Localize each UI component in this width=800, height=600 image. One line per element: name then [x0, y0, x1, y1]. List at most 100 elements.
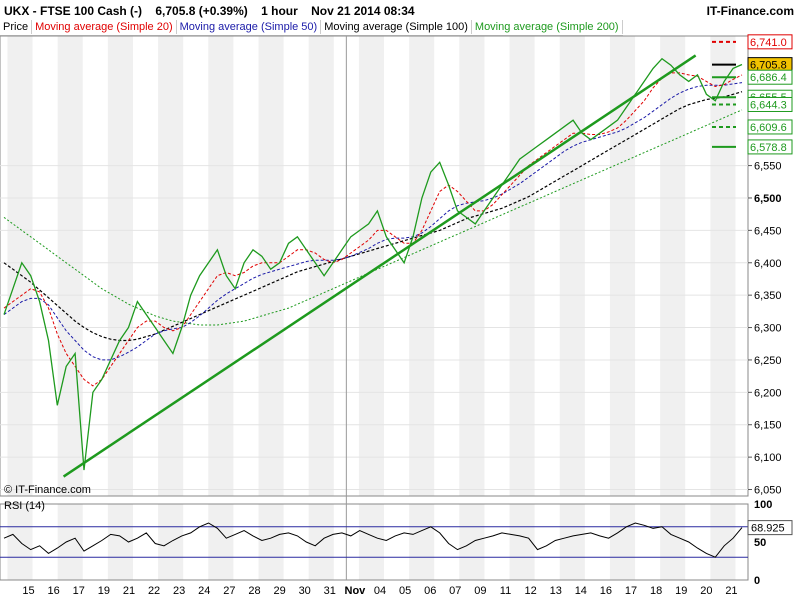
rsi-current-label: 68.925: [751, 523, 785, 535]
day-band: [158, 36, 184, 496]
rsi-tick-label: 0: [754, 575, 760, 587]
series-line-1: [3, 72, 743, 387]
y-tick-label: 6,150: [754, 420, 782, 432]
price-tag-box: [747, 96, 793, 112]
price-tag-label: 6,578.8: [750, 142, 787, 154]
rsi-tick-label: 50: [754, 537, 766, 549]
title-bar: UKX - FTSE 100 Cash (-) 6,705.8 (+0.39%)…: [0, 0, 800, 20]
x-tick-label: 09: [474, 585, 486, 597]
price-tag-label: 6,686.4: [750, 72, 787, 84]
day-band: [308, 36, 334, 496]
rsi-tick-label: 100: [754, 499, 772, 511]
legend-item-sma20[interactable]: Moving average (Simple 20): [32, 20, 177, 34]
x-tick-label: 04: [374, 585, 386, 597]
legend-item-price[interactable]: Price: [0, 20, 33, 34]
rsi-current-box: [747, 520, 793, 536]
price-tag-label: 6,644.3: [750, 99, 787, 111]
y-tick-label: 6,550: [754, 161, 782, 173]
price-tag-box: [747, 119, 793, 135]
datetime-label: Nov 21 2014 08:34: [311, 4, 415, 18]
x-tick-label: 05: [399, 585, 411, 597]
x-tick-label: 12: [524, 585, 536, 597]
day-band: [57, 504, 83, 580]
series-line-0: [3, 57, 743, 471]
day-band: [107, 36, 133, 496]
price-tag-label: 6,741.0: [750, 37, 787, 49]
day-band: [258, 504, 284, 580]
price-pane-frame: [0, 35, 749, 497]
y-tick-label: 6,300: [754, 323, 782, 335]
day-band: [409, 36, 435, 496]
x-tick-label: 17: [625, 585, 637, 597]
x-tick-label: 16: [48, 585, 60, 597]
x-tick-label: Nov: [345, 585, 367, 597]
day-band: [57, 36, 83, 496]
x-tick-label: 19: [675, 585, 687, 597]
day-band: [509, 36, 535, 496]
day-band: [409, 504, 435, 580]
price-tag-box: [747, 139, 793, 155]
y-tick-label: 6,250: [754, 355, 782, 367]
legend-item-sma200[interactable]: Moving average (Simple 200): [472, 20, 623, 34]
y-tick-label: 6,400: [754, 258, 782, 270]
day-band: [609, 504, 636, 580]
y-tick-label: 6,450: [754, 225, 782, 237]
x-tick-label: 11: [500, 585, 511, 597]
legend-item-sma50[interactable]: Moving average (Simple 50): [177, 20, 322, 34]
x-tick-label: 22: [148, 585, 160, 597]
y-tick-label: 6,100: [754, 452, 782, 464]
day-band: [710, 504, 736, 580]
y-tick-label: 6,050: [754, 485, 782, 497]
day-band: [509, 504, 535, 580]
price-tag-box: [747, 69, 793, 85]
day-band: [559, 36, 585, 496]
x-tick-label: 14: [575, 585, 587, 597]
x-tick-label: 13: [550, 585, 562, 597]
y-tick-label: 6,350: [754, 290, 782, 302]
x-tick-label: 15: [22, 585, 34, 597]
day-band: [208, 36, 234, 496]
day-band: [358, 504, 384, 580]
day-band: [710, 36, 736, 496]
x-tick-label: 18: [650, 585, 662, 597]
day-band: [208, 504, 234, 580]
x-tick-label: 27: [223, 585, 235, 597]
rsi-label: RSI (14): [4, 500, 45, 512]
day-band: [660, 504, 686, 580]
price-tag-label: 6,609.6: [750, 122, 787, 134]
x-tick-label: 21: [123, 585, 135, 597]
timeframe-label: 1 hour: [261, 4, 298, 18]
x-tick-label: 19: [98, 585, 110, 597]
day-band: [7, 36, 33, 496]
x-tick-label: 30: [299, 585, 311, 597]
series-line-2: [3, 82, 743, 361]
series-line-3: [3, 91, 743, 342]
x-tick-label: 24: [198, 585, 210, 597]
chart-header: UKX - FTSE 100 Cash (-) 6,705.8 (+0.39%)…: [4, 4, 425, 18]
day-band: [308, 504, 334, 580]
day-band: [258, 36, 284, 496]
quote-label: 6,705.8 (+0.39%): [155, 4, 248, 18]
x-tick-label: 21: [725, 585, 737, 597]
watermark: © IT-Finance.com: [4, 484, 91, 496]
x-tick-label: 28: [248, 585, 260, 597]
day-band: [459, 36, 485, 496]
x-tick-label: 23: [173, 585, 185, 597]
y-tick-label: 6,500: [754, 193, 782, 205]
x-tick-label: 17: [73, 585, 85, 597]
x-tick-label: 06: [424, 585, 436, 597]
x-tick-label: 07: [449, 585, 461, 597]
brand-label: IT-Finance.com: [706, 4, 794, 18]
symbol-label: UKX - FTSE 100 Cash (-): [4, 4, 143, 18]
day-band: [660, 36, 686, 496]
trend-line: [62, 54, 697, 478]
rsi-line: [3, 522, 743, 558]
rsi-pane-frame: [0, 503, 749, 581]
legend-item-sma100[interactable]: Moving average (Simple 100): [321, 20, 472, 34]
x-tick-label: 20: [700, 585, 712, 597]
x-tick-label: 31: [324, 585, 336, 597]
day-band: [559, 504, 585, 580]
y-tick-label: 6,200: [754, 387, 782, 399]
x-tick-label: 16: [600, 585, 612, 597]
